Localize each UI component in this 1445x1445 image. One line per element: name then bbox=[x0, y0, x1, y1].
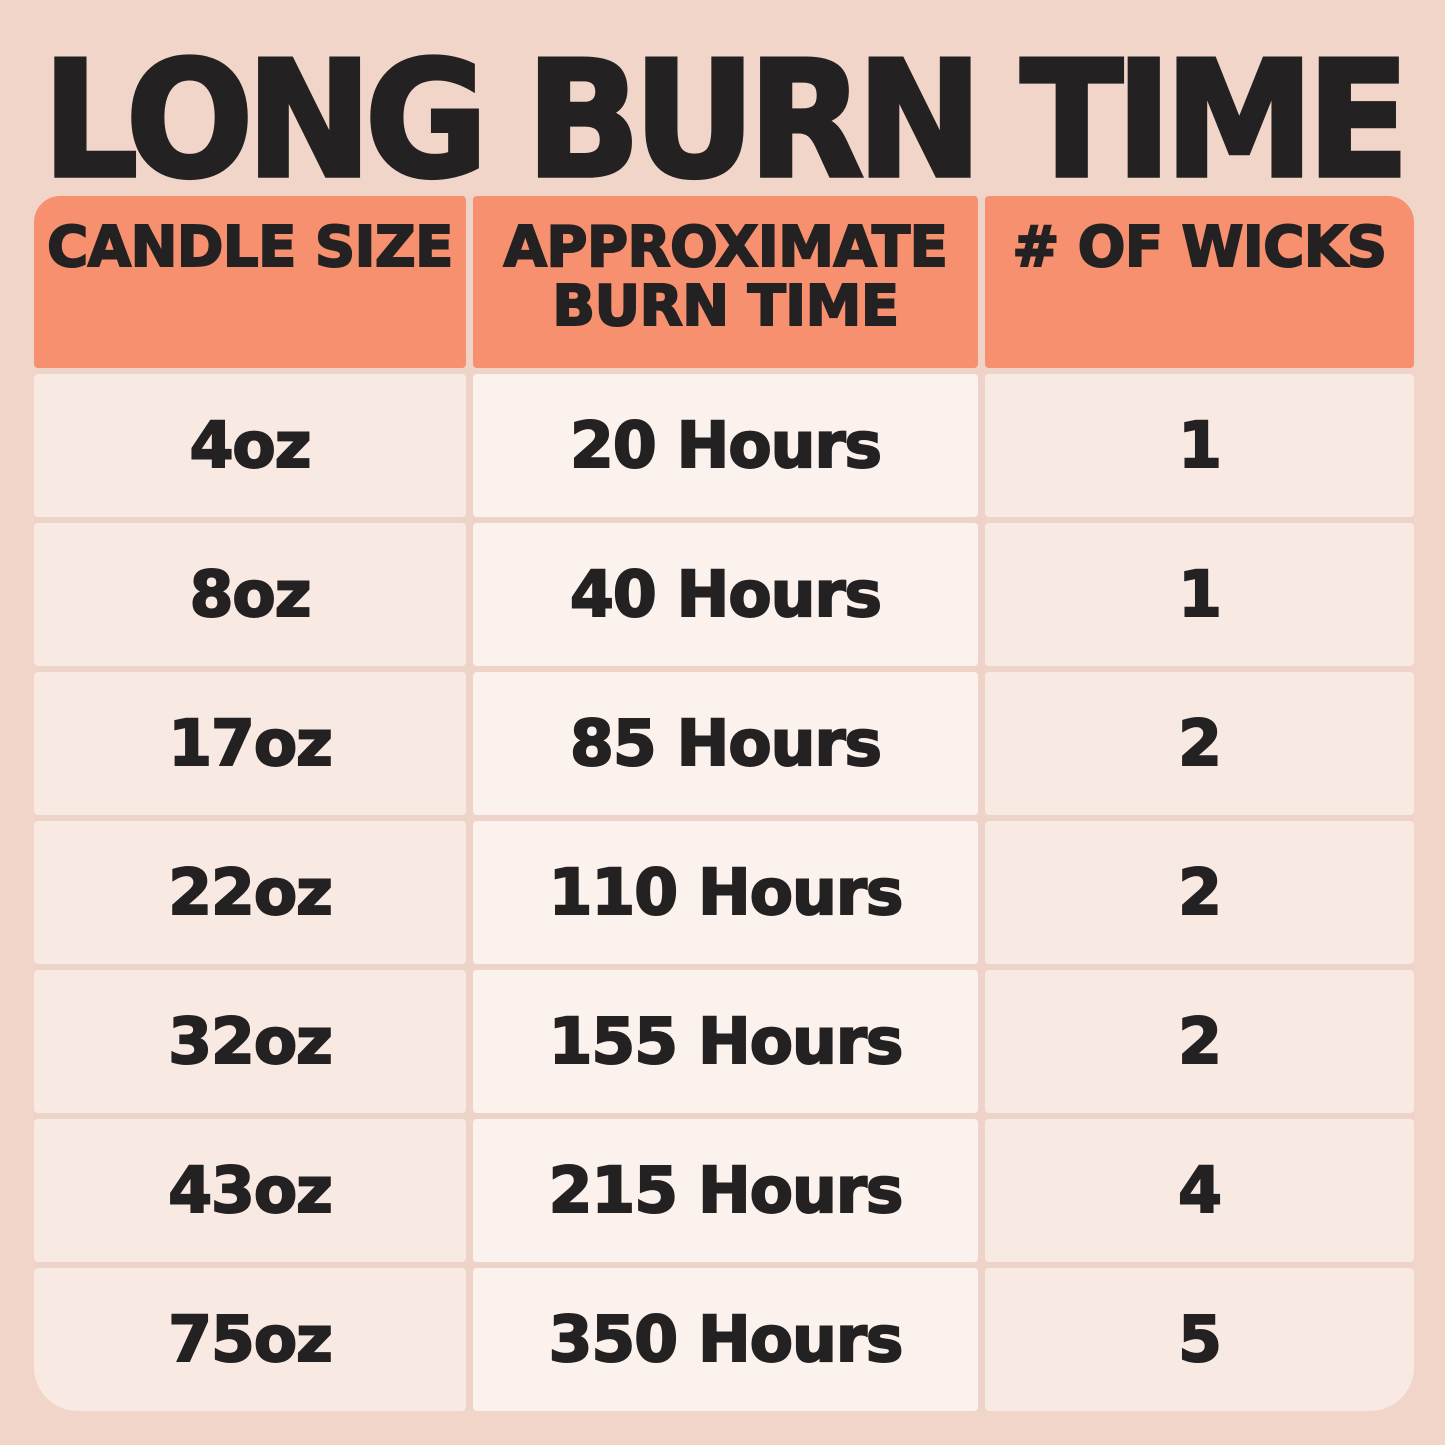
cell-size-4: 22oz bbox=[34, 821, 466, 964]
cell-size-3: 17oz bbox=[34, 672, 466, 815]
cell-size-2: 8oz bbox=[34, 523, 466, 666]
cell-wick-count-5: 2 bbox=[985, 970, 1414, 1113]
cell-size-6: 43oz bbox=[34, 1119, 466, 1262]
cell-burn-time-3: 85 Hours bbox=[473, 672, 978, 815]
cell-burn-time-4: 110 Hours bbox=[473, 821, 978, 964]
cell-size-7: 75oz bbox=[34, 1268, 466, 1411]
cell-burn-time-5: 155 Hours bbox=[473, 970, 978, 1113]
column-header-wicks-label: # OF WICKS bbox=[1011, 215, 1388, 280]
burn-time-table: CANDLE SIZE APPROXIMATE BURN TIME # OF W… bbox=[34, 196, 1414, 1411]
cell-burn-time-7: 350 Hours bbox=[473, 1268, 978, 1411]
column-header-burn-time-line2: BURN TIME bbox=[551, 274, 900, 340]
page-title: LONG BURN TIME bbox=[41, 26, 1412, 216]
cell-burn-time-6: 215 Hours bbox=[473, 1119, 978, 1262]
cell-burn-time-2: 40 Hours bbox=[473, 523, 978, 666]
column-header-burn-time-line1: APPROXIMATE bbox=[503, 215, 949, 280]
cell-wick-count-3: 2 bbox=[985, 672, 1414, 815]
cell-wick-count-6: 4 bbox=[985, 1119, 1414, 1262]
cell-wick-count-1: 1 bbox=[985, 374, 1414, 517]
cell-wick-count-7: 5 bbox=[985, 1268, 1414, 1411]
cell-wick-count-2: 1 bbox=[985, 523, 1414, 666]
cell-size-5: 32oz bbox=[34, 970, 466, 1113]
column-header-wicks: # OF WICKS bbox=[985, 196, 1414, 368]
cell-size-1: 4oz bbox=[34, 374, 466, 517]
column-header-burn-time: APPROXIMATE BURN TIME bbox=[473, 196, 978, 368]
column-header-candle-size: CANDLE SIZE bbox=[34, 196, 466, 368]
column-header-candle-size-label: CANDLE SIZE bbox=[46, 215, 454, 280]
cell-burn-time-1: 20 Hours bbox=[473, 374, 978, 517]
cell-wick-count-4: 2 bbox=[985, 821, 1414, 964]
